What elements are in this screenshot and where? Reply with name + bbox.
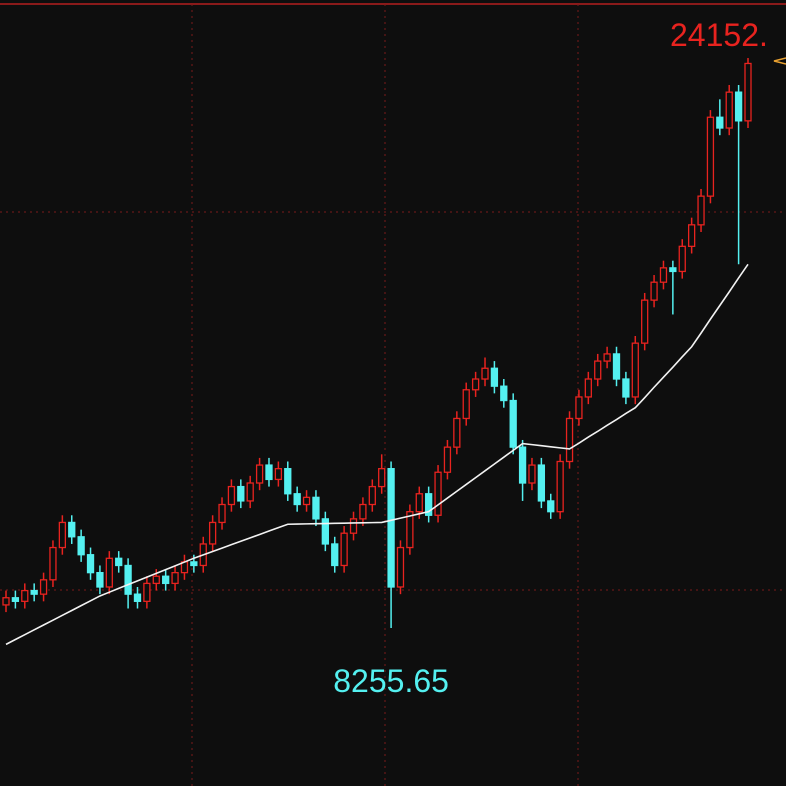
candle-body — [49, 546, 57, 581]
candle-body — [340, 532, 348, 567]
candle-body — [603, 353, 611, 362]
candle-body — [171, 571, 179, 585]
candle-body — [368, 485, 376, 506]
candle-body — [490, 367, 499, 387]
candle-body — [669, 267, 677, 273]
candle-body — [641, 299, 649, 344]
candle-body — [359, 503, 367, 520]
candle-body — [86, 554, 95, 574]
candle-body — [105, 557, 113, 588]
candle-body — [302, 496, 311, 506]
candle-body — [443, 446, 452, 473]
candle-body — [556, 460, 564, 513]
candle-body — [96, 571, 104, 588]
candle-body — [631, 342, 639, 398]
candle-body — [518, 446, 527, 484]
candle-body — [143, 582, 151, 602]
candle-body — [77, 536, 85, 556]
candle-body — [575, 396, 583, 420]
candle-body — [509, 399, 517, 448]
candle-body — [284, 468, 292, 495]
candle-body — [500, 385, 508, 402]
candle-body — [584, 378, 592, 398]
candle-body — [744, 62, 752, 122]
candle-body — [650, 281, 658, 301]
candle-body — [434, 471, 442, 516]
candle-body — [481, 367, 489, 380]
candle-body — [2, 597, 10, 606]
candle-body — [21, 589, 29, 602]
candle-body — [218, 503, 226, 524]
candle-body — [659, 267, 668, 283]
candle-body — [725, 91, 733, 129]
price-arrow — [773, 57, 786, 65]
candle-body — [124, 564, 132, 595]
candle-body — [265, 464, 273, 481]
candle-body — [208, 521, 217, 545]
candle-body — [39, 579, 48, 595]
candle-body — [331, 543, 339, 567]
candle-body — [697, 195, 705, 226]
candle-body — [547, 500, 555, 513]
candle-body — [471, 378, 480, 391]
candle-body — [387, 468, 395, 588]
candle-body — [415, 493, 423, 513]
candle-body — [396, 546, 405, 588]
candle-body — [565, 417, 574, 463]
candle-body — [687, 224, 696, 247]
candle-body — [162, 575, 170, 585]
candle-body — [462, 389, 470, 420]
candle-body — [378, 468, 386, 488]
candle-body — [594, 360, 602, 380]
plot-area — [2, 58, 752, 646]
candle-body — [255, 464, 264, 484]
candle-body — [734, 91, 743, 122]
candle-body — [274, 468, 283, 481]
candle-body — [133, 593, 142, 602]
candle-body — [453, 417, 461, 448]
candle-body — [706, 116, 715, 197]
candle-body — [227, 485, 236, 506]
candle-body — [190, 561, 198, 567]
candle-body — [716, 116, 724, 129]
candle-body — [312, 496, 320, 520]
candle-body — [152, 575, 160, 585]
candle-body — [537, 464, 546, 502]
candle-body — [68, 521, 76, 538]
moving-average — [5, 263, 749, 646]
candle-body — [293, 493, 301, 506]
candle-body — [349, 518, 358, 534]
candle-body — [115, 557, 123, 567]
low-label: 8255.65 — [333, 663, 449, 699]
candle-body — [622, 378, 630, 398]
high-label: 24152. — [670, 17, 768, 53]
candle-body — [425, 493, 433, 516]
candle-body — [58, 521, 67, 549]
candle-body — [321, 518, 329, 545]
candle-body — [30, 589, 38, 595]
candle-body — [678, 245, 686, 273]
candle-body — [612, 353, 621, 380]
candle-body — [11, 597, 20, 602]
candle-body — [237, 485, 245, 502]
candle-body — [246, 482, 254, 502]
candle-body — [528, 464, 536, 484]
candle-body — [406, 511, 414, 549]
